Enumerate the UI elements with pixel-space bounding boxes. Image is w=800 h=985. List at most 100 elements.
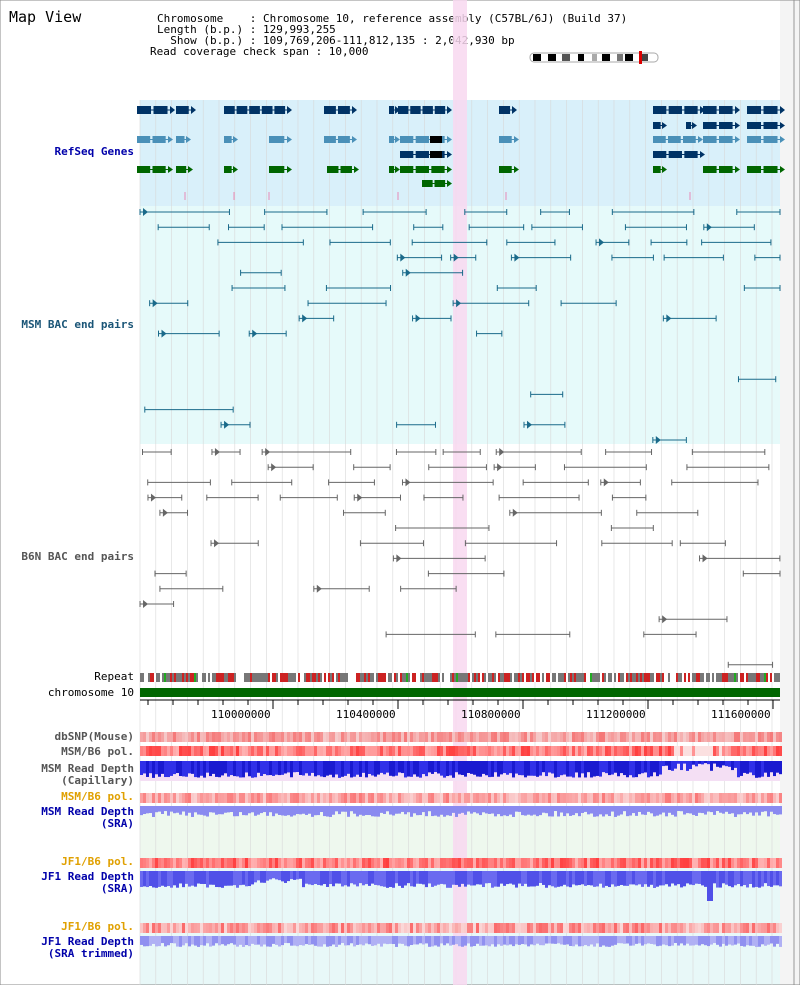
- depth-bar: [476, 936, 479, 944]
- repeat-block: [694, 673, 696, 682]
- coverage-cell: [284, 793, 287, 803]
- coverage-cell: [281, 732, 284, 742]
- repeat-block: [420, 673, 422, 682]
- coverage-cell: [371, 923, 374, 933]
- repeat-block: [422, 673, 424, 682]
- depth-bar: [233, 936, 236, 945]
- coverage-cell: [668, 793, 671, 803]
- coverage-label-msm-depth-sra[interactable]: MSM Read Depth (SRA): [41, 805, 134, 830]
- coverage-label-msm-depth-capillary[interactable]: MSM Read Depth (Capillary): [41, 762, 134, 787]
- depth-bar: [689, 761, 692, 770]
- depth-bar: [680, 936, 683, 944]
- repeat-block: [302, 673, 304, 682]
- coverage-cell: [389, 793, 392, 803]
- coverage-label-msm-pol[interactable]: MSM/B6 pol.: [61, 745, 134, 758]
- depth-bar: [230, 871, 233, 886]
- depth-bar: [347, 871, 350, 887]
- coverage-cell: [221, 858, 224, 868]
- coverage-cell: [278, 923, 281, 933]
- repeat-block: [174, 673, 176, 682]
- coverage-cell: [293, 923, 296, 933]
- depth-bar: [242, 871, 245, 885]
- coverage-cell: [185, 923, 188, 933]
- depth-bar: [194, 936, 197, 946]
- depth-bar: [533, 761, 536, 776]
- depth-bar: [167, 936, 170, 946]
- msm-pol-sra-track: [140, 793, 782, 803]
- repeat-block: [444, 673, 446, 682]
- depth-bar: [641, 936, 644, 946]
- coverage-cell: [485, 746, 488, 756]
- depth-bar: [272, 806, 275, 817]
- coverage-cell: [404, 793, 407, 803]
- depth-bar: [146, 871, 149, 888]
- coverage-cell: [488, 858, 491, 868]
- gene-strand-arrow-icon: [512, 106, 517, 114]
- depth-bar: [731, 871, 734, 888]
- bac-arrow-icon: [706, 223, 712, 232]
- gene-exon: [719, 136, 733, 143]
- depth-bar: [569, 806, 572, 816]
- coverage-cell: [626, 793, 629, 803]
- repeat-block: [742, 673, 744, 682]
- depth-bar: [272, 871, 275, 879]
- repeat-block: [172, 673, 174, 682]
- gene-strand-arrow-icon: [447, 180, 452, 187]
- depth-bar: [383, 761, 386, 775]
- coverage-cell: [551, 732, 554, 742]
- depth-bar: [299, 806, 302, 815]
- coverage-label-dbsnp[interactable]: dbSNP(Mouse): [54, 730, 134, 743]
- depth-bar: [245, 806, 248, 816]
- coverage-cell: [761, 858, 764, 868]
- coverage-cell: [422, 858, 425, 868]
- depth-bar: [524, 936, 527, 945]
- depth-bar: [377, 936, 380, 944]
- coverage-cell: [392, 746, 395, 756]
- coverage-label-msm-pol-sra[interactable]: MSM/B6 pol.: [61, 790, 134, 803]
- coverage-cell: [563, 746, 566, 756]
- coverage-cell: [245, 732, 248, 742]
- depth-bar: [359, 806, 362, 815]
- coverage-cell: [722, 793, 725, 803]
- bac-arrow-icon: [152, 299, 158, 308]
- coverage-cell: [599, 732, 602, 742]
- depth-bar: [416, 871, 419, 884]
- coverage-cell: [341, 732, 344, 742]
- coverage-cell: [752, 793, 755, 803]
- coverage-cell: [464, 793, 467, 803]
- depth-bar: [440, 761, 443, 776]
- depth-bar: [509, 806, 512, 815]
- coverage-cell: [305, 793, 308, 803]
- coverage-cell: [392, 858, 395, 868]
- depth-bar: [416, 936, 419, 945]
- track-label-b6n-bac[interactable]: B6N BAC end pairs: [21, 550, 134, 563]
- track-label-msm-bac[interactable]: MSM BAC end pairs: [21, 318, 134, 331]
- coverage-cell: [563, 858, 566, 868]
- bac-arrow-icon: [400, 253, 406, 262]
- depth-bar: [677, 761, 680, 764]
- track-label-refseq[interactable]: RefSeq Genes: [54, 145, 134, 158]
- depth-bar: [707, 806, 710, 812]
- depth-bar: [488, 871, 491, 884]
- depth-bar: [512, 936, 515, 947]
- coverage-cell: [764, 793, 767, 803]
- depth-bar: [473, 761, 476, 775]
- repeat-block: [276, 673, 278, 682]
- coverage-cell: [278, 858, 281, 868]
- depth-bar: [617, 806, 620, 816]
- repeat-block: [724, 673, 726, 682]
- coverage-cell: [611, 793, 614, 803]
- coverage-label-jf1-pol[interactable]: JF1/B6 pol.: [61, 855, 134, 868]
- ideogram-band: [548, 54, 556, 61]
- coverage-cell: [395, 732, 398, 742]
- coverage-label-jf1-depth-sra[interactable]: JF1 Read Depth (SRA): [41, 870, 134, 895]
- coverage-label-jf1-pol-2[interactable]: JF1/B6 pol.: [61, 920, 134, 933]
- coverage-cell: [617, 732, 620, 742]
- bac-arrow-icon: [224, 420, 230, 429]
- depth-bar: [374, 806, 377, 817]
- coverage-label-jf1-depth-trimmed[interactable]: JF1 Read Depth (SRA trimmed): [41, 935, 134, 960]
- gene-exon: [338, 136, 350, 143]
- coverage-cell: [257, 923, 260, 933]
